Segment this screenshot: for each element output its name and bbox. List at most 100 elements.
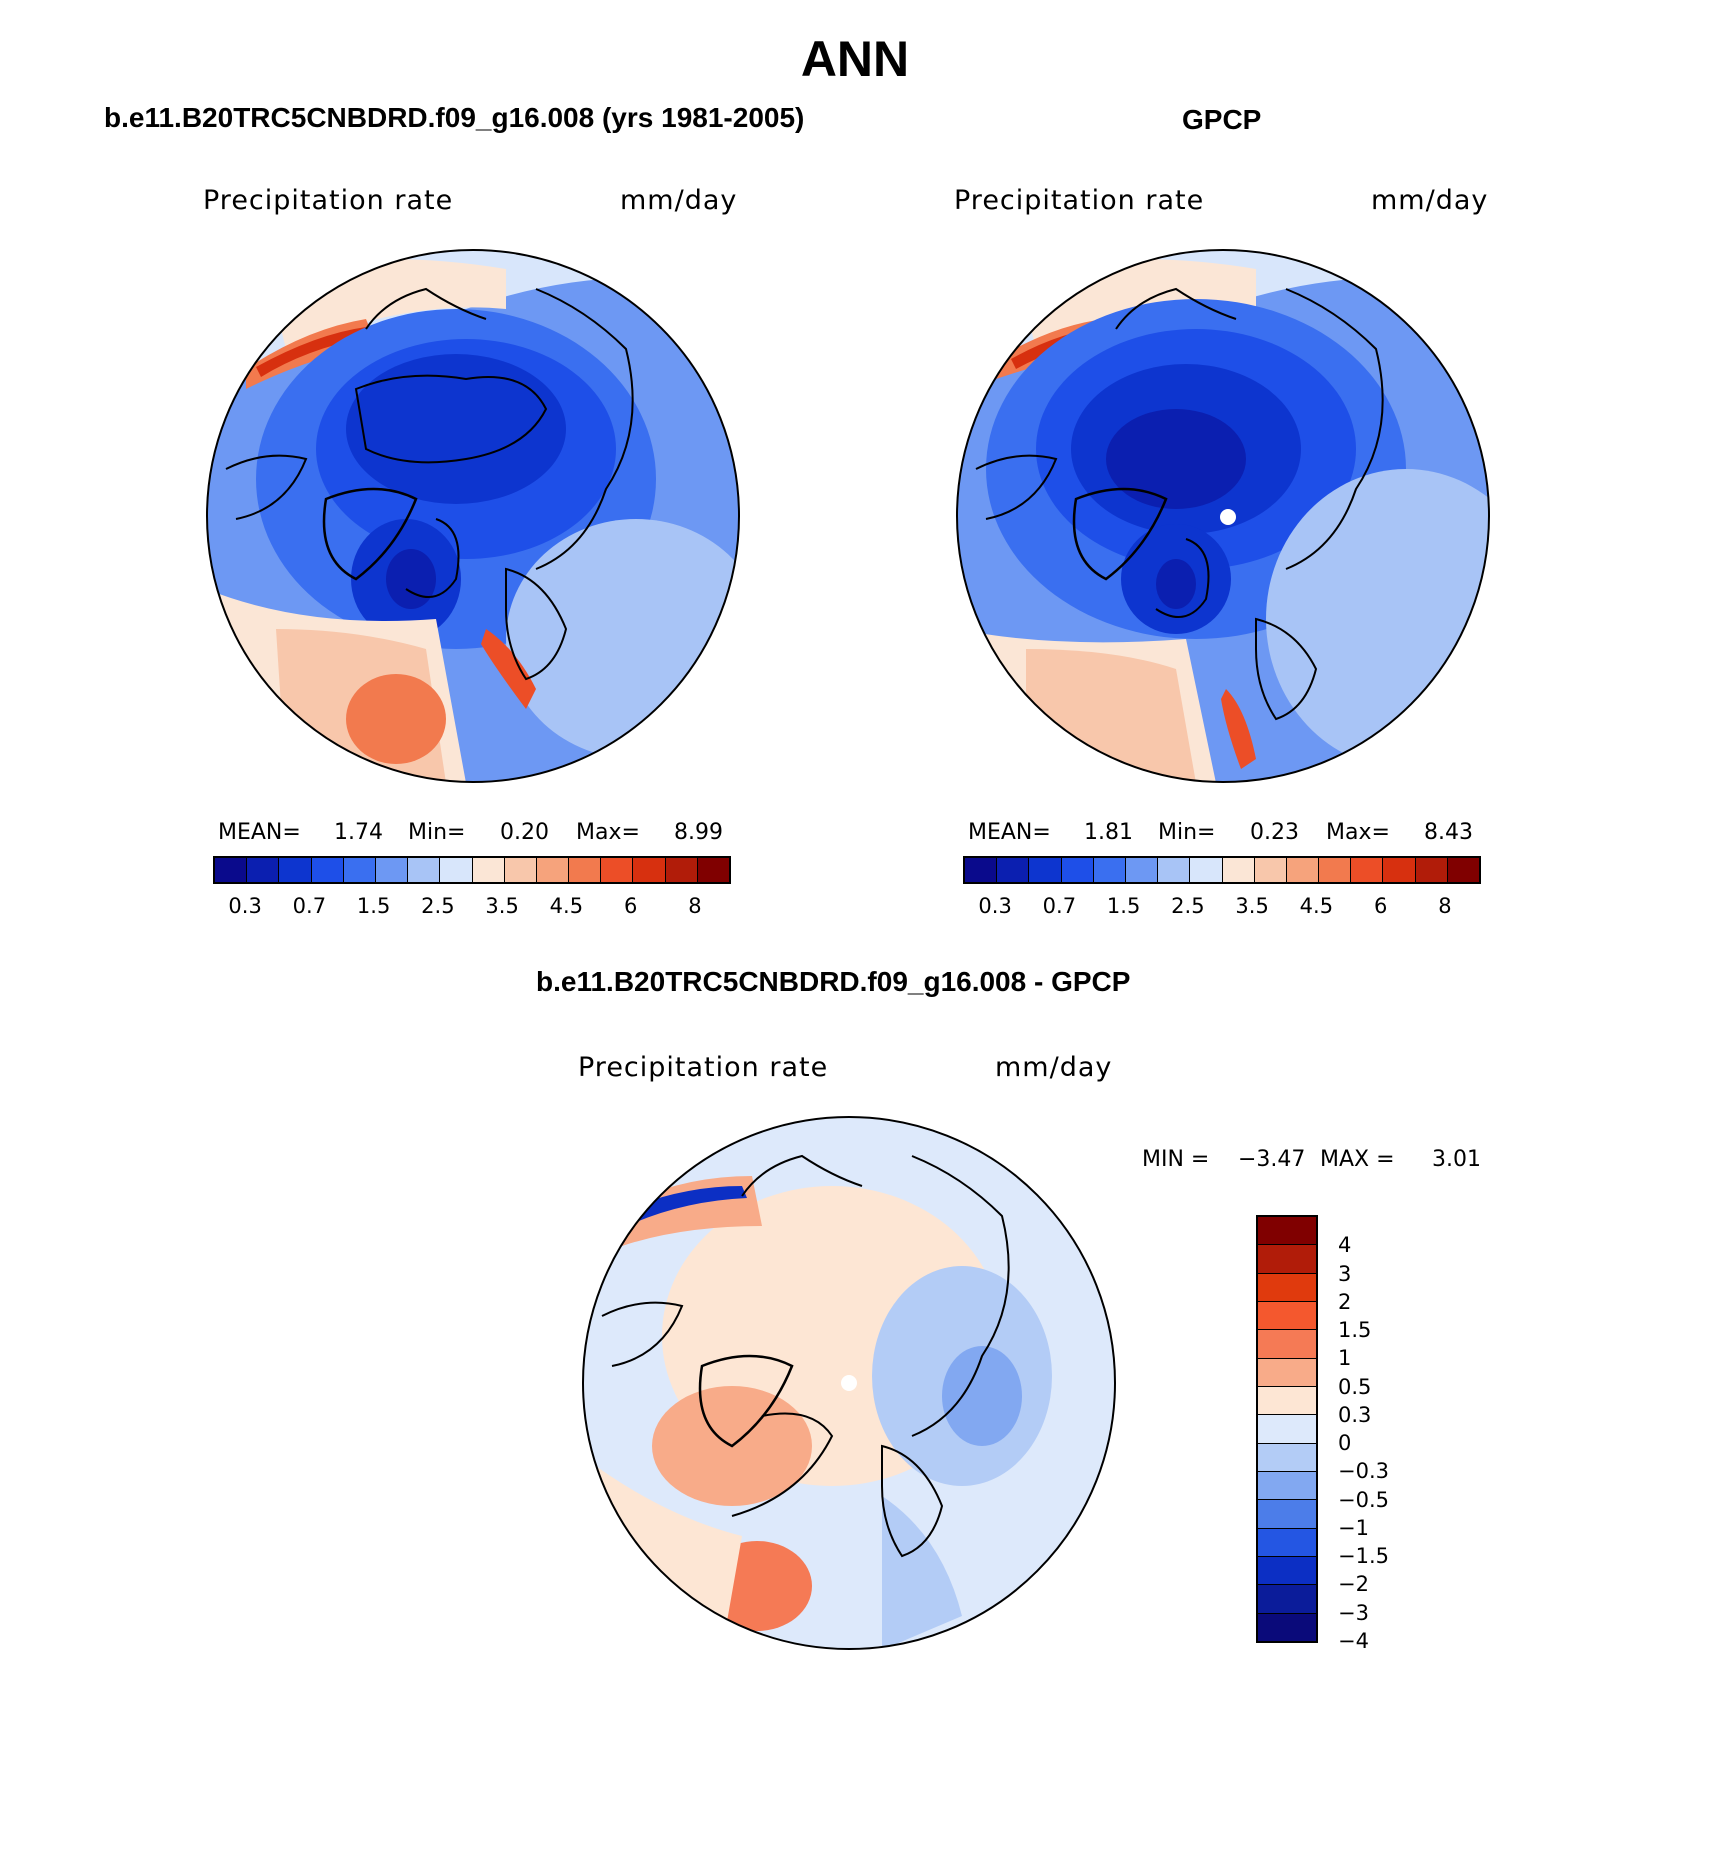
colorbar-swatch: [1061, 858, 1094, 882]
colorbar-swatch: [1093, 858, 1126, 882]
colorbar-swatch: [1258, 1471, 1316, 1501]
colorbar-tick-label: 1.5: [1338, 1318, 1372, 1343]
colorbar-tick-label: −0.5: [1338, 1487, 1389, 1512]
map-difference: [582, 1116, 1116, 1650]
colorbar-swatch: [1415, 858, 1448, 882]
panel-1-mean-label: MEAN=: [218, 820, 301, 845]
colorbar-tick-label: 0.7: [1042, 894, 1077, 918]
panel-2-min-label: Min=: [1158, 820, 1216, 845]
main-title: ANN: [800, 31, 910, 87]
colorbar-model: [213, 856, 731, 884]
colorbar-swatch: [472, 858, 505, 882]
colorbar-tick-label: 8: [1438, 894, 1452, 918]
colorbar-tick-label: 4: [1338, 1233, 1352, 1258]
panel-2-title: GPCP: [1182, 104, 1262, 135]
colorbar-swatch: [215, 858, 248, 882]
colorbar-tick-label: 4.5: [1299, 894, 1334, 918]
colorbar-swatch: [1258, 1443, 1316, 1472]
colorbar-swatch: [1258, 1528, 1316, 1557]
colorbar-swatch: [408, 858, 441, 882]
colorbar-swatch: [440, 858, 473, 882]
colorbar-swatch: [1319, 858, 1352, 882]
panel-3-max-value: 3.01: [1432, 1147, 1481, 1172]
colorbar-swatch: [1351, 858, 1384, 882]
colorbar-tick-label: 1.5: [356, 894, 391, 918]
colorbar-tick-label: 1: [1338, 1346, 1352, 1371]
panel-1-min-value: 0.20: [500, 820, 549, 845]
panel-2-max-label: Max=: [1326, 820, 1390, 845]
colorbar-tick-label: −1: [1338, 1515, 1369, 1540]
colorbar-swatch: [311, 858, 344, 882]
colorbar-tick-label: 0.3: [228, 894, 262, 918]
colorbar-tick-label: 6: [623, 894, 638, 918]
colorbar-tick-label: 6: [1373, 894, 1388, 918]
colorbar-swatch: [343, 858, 376, 882]
colorbar-swatch: [1258, 1415, 1316, 1444]
colorbar-swatch: [569, 858, 602, 882]
colorbar-swatch: [1258, 1556, 1316, 1586]
colorbar-swatch: [1286, 858, 1320, 882]
colorbar-swatch: [1258, 1500, 1316, 1529]
panel-1-mean-value: 1.74: [334, 820, 383, 845]
colorbar-swatch: [697, 858, 729, 882]
panel-2-mean-value: 1.81: [1084, 820, 1133, 845]
colorbar-swatch: [1258, 1585, 1316, 1614]
colorbar-tick-label: −3: [1338, 1600, 1369, 1625]
colorbar-tick-label: −1.5: [1338, 1544, 1389, 1569]
panel-1-max-value: 8.99: [674, 820, 723, 845]
panel-1-title: b.e11.B20TRC5CNBDRD.f09_g16.008 (yrs 198…: [104, 102, 805, 133]
colorbar-tick-label: 3: [1338, 1261, 1352, 1286]
panel-2-units: mm/day: [1371, 185, 1489, 216]
colorbar-swatch: [1258, 1301, 1316, 1331]
colorbar-swatch: [1258, 1217, 1316, 1246]
colorbar-swatch: [1254, 858, 1287, 882]
panel-3-min-label: MIN =: [1142, 1147, 1210, 1172]
map-gpcp: [956, 249, 1490, 783]
colorbar-tick-label: 8: [688, 894, 702, 918]
colorbar-swatch: [1158, 858, 1191, 882]
colorbar-swatch: [1258, 1273, 1316, 1302]
colorbar-swatch: [1190, 858, 1223, 882]
colorbar-swatch: [665, 858, 698, 882]
colorbar-swatch: [633, 858, 666, 882]
colorbar-swatch: [504, 858, 537, 882]
colorbar-tick-label: 4.5: [549, 894, 584, 918]
colorbar-tick-label: 0.3: [978, 894, 1012, 918]
panel-1-variable: Precipitation rate: [203, 185, 454, 216]
colorbar-swatch: [1258, 1330, 1316, 1359]
colorbar-tick-label: −2: [1338, 1572, 1369, 1597]
colorbar-swatch: [997, 858, 1030, 882]
panel-3-variable: Precipitation rate: [578, 1052, 829, 1083]
panel-2-max-value: 8.43: [1424, 820, 1473, 845]
colorbar-swatch: [1447, 858, 1479, 882]
colorbar-swatch: [279, 858, 312, 882]
colorbar-swatch: [247, 858, 280, 882]
panel-3-units: mm/day: [995, 1052, 1113, 1083]
panel-2-min-value: 0.23: [1250, 820, 1299, 845]
colorbar-tick-label: 0.7: [292, 894, 327, 918]
colorbar-swatch: [1222, 858, 1255, 882]
map-model: [206, 249, 740, 783]
colorbar-tick-label: 3.5: [485, 894, 519, 918]
colorbar-tick-label: 2.5: [1171, 894, 1205, 918]
colorbar-tick-label: 1.5: [1106, 894, 1141, 918]
colorbar-difference: [1256, 1215, 1318, 1643]
colorbar-tick-label: 2.5: [421, 894, 455, 918]
colorbar-swatch: [1125, 858, 1159, 882]
panel-1-max-label: Max=: [576, 820, 640, 845]
colorbar-tick-label: −0.3: [1338, 1459, 1389, 1484]
colorbar-swatch: [601, 858, 634, 882]
colorbar-swatch: [536, 858, 570, 882]
colorbar-tick-label: 2: [1338, 1289, 1352, 1314]
panel-1-min-label: Min=: [408, 820, 466, 845]
colorbar-tick-label: 0.3: [1338, 1402, 1372, 1427]
colorbar-swatch: [1258, 1245, 1316, 1274]
colorbar-gpcp: [963, 856, 1481, 884]
colorbar-swatch: [1258, 1386, 1316, 1416]
colorbar-tick-label: −4: [1338, 1629, 1369, 1653]
panel-3-title: b.e11.B20TRC5CNBDRD.f09_g16.008 - GPCP: [536, 966, 1131, 997]
panel-2-variable: Precipitation rate: [954, 185, 1205, 216]
panel-2-mean-label: MEAN=: [968, 820, 1051, 845]
colorbar-swatch: [1258, 1358, 1316, 1387]
panel-3-max-label: MAX =: [1320, 1147, 1395, 1172]
